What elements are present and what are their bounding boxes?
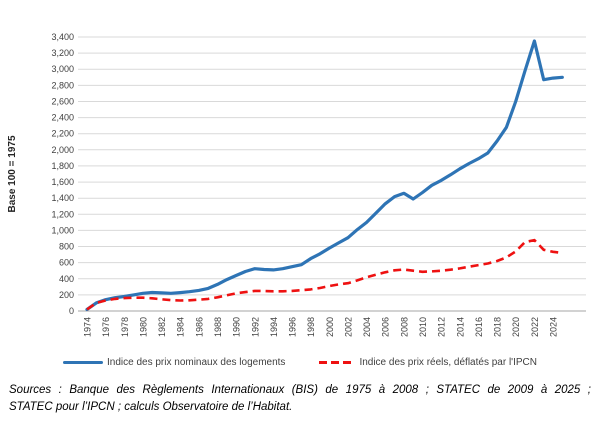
x-tick-label: 2022 [530, 317, 540, 337]
x-tick-label: 1988 [213, 317, 223, 337]
x-tick-label: 1976 [101, 317, 111, 337]
x-tick-label: 1990 [232, 317, 242, 337]
x-tick-label: 1984 [176, 317, 186, 337]
y-tick-label: 200 [59, 290, 74, 300]
y-tick-label: 400 [59, 274, 74, 284]
x-tick-label: 2006 [381, 317, 391, 337]
y-tick-label: 1,800 [51, 161, 74, 171]
y-tick-label: 3,200 [51, 48, 74, 58]
y-tick-label: 2,200 [51, 129, 74, 139]
x-tick-label: 2014 [455, 317, 465, 337]
y-tick-label: 0 [69, 306, 74, 316]
x-tick-label: 1994 [269, 317, 279, 337]
y-tick-label: 1,400 [51, 193, 74, 203]
x-tick-label: 1986 [194, 317, 204, 337]
y-tick-label: 1,200 [51, 209, 74, 219]
nominal-line-swatch-icon [63, 360, 103, 365]
x-tick-label: 2018 [493, 317, 503, 337]
y-tick-label: 2,400 [51, 113, 74, 123]
x-tick-label: 2002 [344, 317, 354, 337]
x-tick-label: 1980 [138, 317, 148, 337]
x-tick-label: 2008 [399, 317, 409, 337]
x-tick-label: 1992 [250, 317, 260, 337]
real-price-line [86, 238, 563, 311]
y-tick-label: 1,600 [51, 177, 74, 187]
x-tick-label: 2010 [418, 317, 428, 337]
x-tick-label: 2020 [511, 317, 521, 337]
y-tick-label: 2,800 [51, 80, 74, 90]
y-tick-label: 2,000 [51, 145, 74, 155]
y-tick-label: 2,600 [51, 97, 74, 107]
real-line-swatch-icon [319, 361, 356, 364]
x-tick-label: 2000 [325, 317, 335, 337]
x-tick-label: 2024 [549, 317, 559, 337]
y-tick-label: 3,400 [51, 32, 74, 42]
x-tick-label: 1982 [157, 317, 167, 337]
y-tick-label: 600 [59, 258, 74, 268]
y-tick-label: 800 [59, 242, 74, 252]
x-tick-label: 1996 [288, 317, 298, 337]
x-tick-label: 1974 [83, 317, 93, 337]
nominal-price-line [85, 39, 564, 311]
y-tick-label: 3,000 [51, 64, 74, 74]
sources-line-1: Sources : Banque des Règlements Internat… [9, 384, 591, 396]
sources-line-2: STATEC pour l’IPCN ; calculs Observatoir… [9, 401, 293, 414]
x-tick-label: 2016 [474, 317, 484, 337]
line-chart: Base 100 = 1975 0 200 400 600 800 1,000 1,200 1… [7, 32, 586, 337]
sources-note: Sources : Banque des Règlements Internat… [0, 382, 600, 417]
chart-legend: Indice des prix nominaux des logements I… [0, 357, 600, 368]
legend-label-real: Indice des prix réels, déflatés par l'IP… [359, 357, 537, 368]
y-axis-title: Base 100 = 1975 [7, 135, 18, 212]
x-tick-label: 2004 [362, 317, 372, 337]
x-tick-label: 1998 [306, 317, 316, 337]
legend-item-real: Indice des prix réels, déflatés par l'IP… [319, 357, 537, 368]
y-tick-label: 1,000 [51, 225, 74, 235]
x-tick-label: 1978 [120, 317, 130, 337]
x-tick-label: 2012 [437, 317, 447, 337]
legend-label-nominal: Indice des prix nominaux des logements [107, 357, 286, 368]
legend-item-nominal: Indice des prix nominaux des logements [63, 357, 285, 368]
